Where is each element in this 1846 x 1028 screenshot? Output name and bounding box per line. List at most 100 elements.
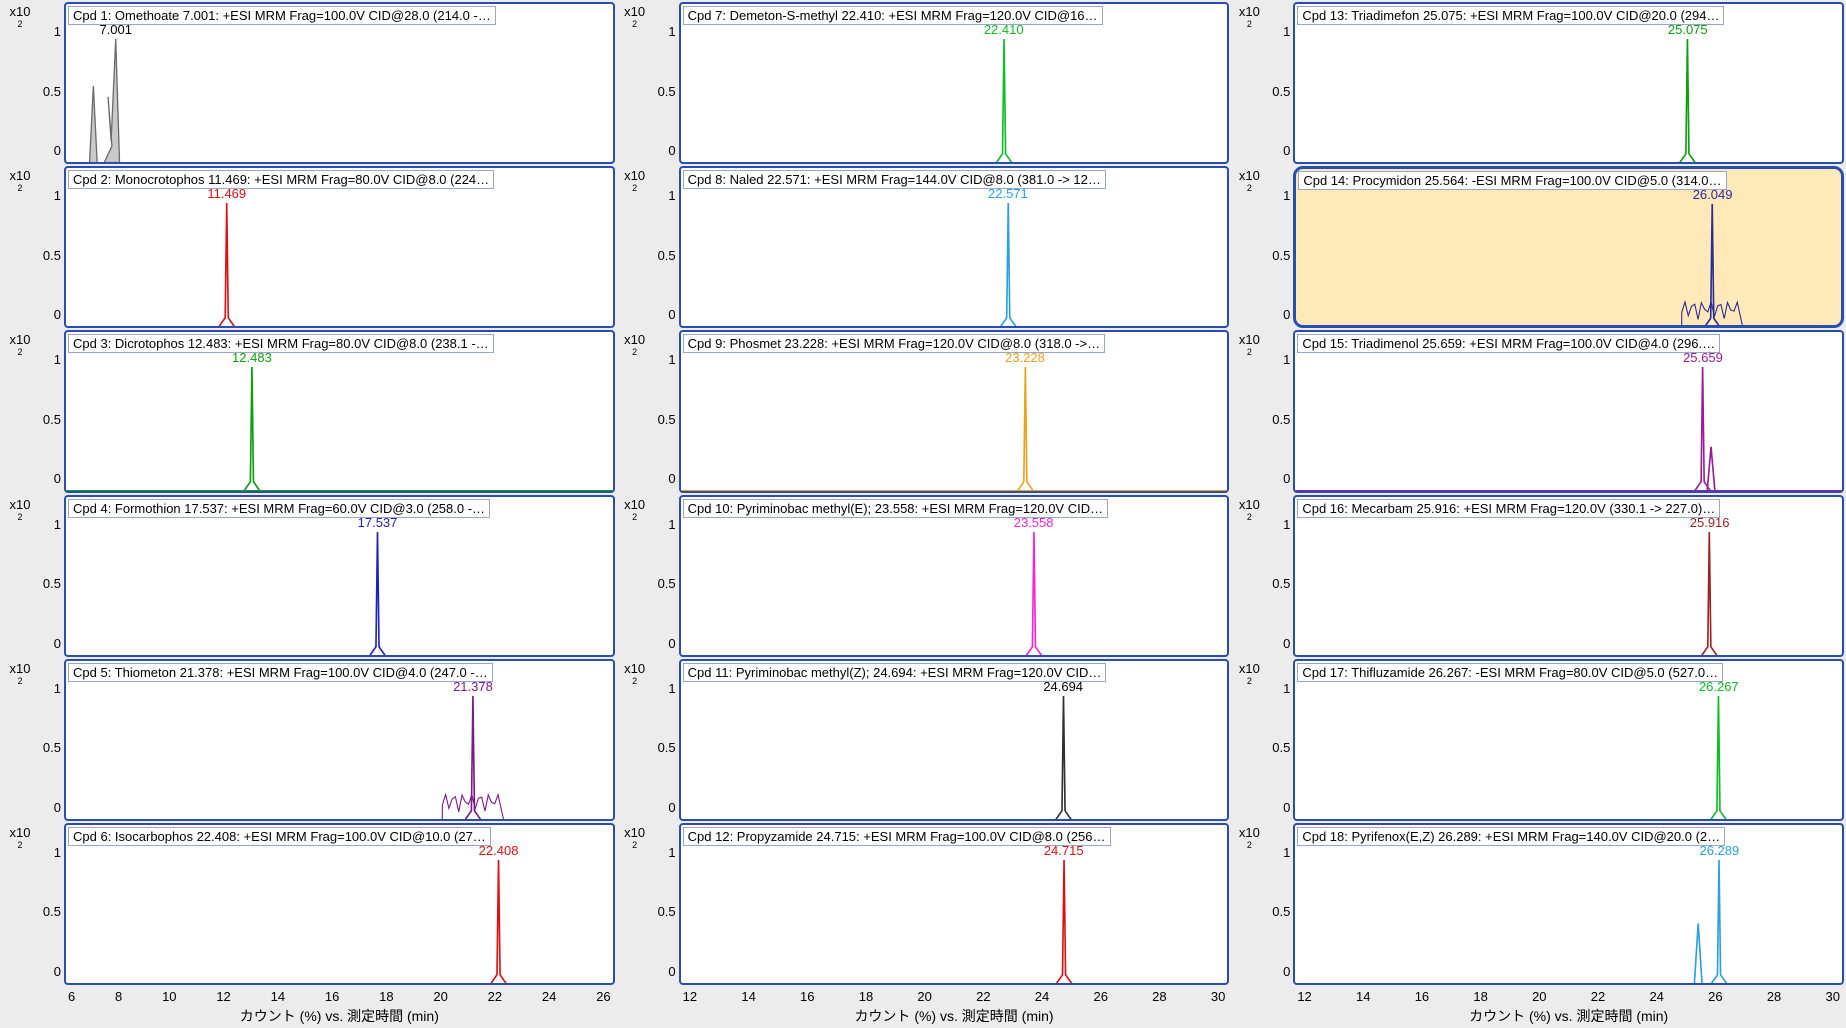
x-tick-label: 28 — [1767, 989, 1781, 1004]
y-unit-text: x10 — [10, 661, 31, 676]
y-tick-label: 0 — [668, 800, 675, 815]
y-tick-label: 1 — [668, 845, 675, 860]
y-tick-label: 1 — [668, 24, 675, 39]
y-tick-label: 0.5 — [43, 904, 61, 919]
chromatogram-panel-cpd-5[interactable]: Cpd 5: Thiometon 21.378: +ESI MRM Frag=1… — [64, 659, 615, 821]
x-axis-label: カウント (%) vs. 測定時間 (min) — [854, 1006, 1053, 1026]
y-tick-label: 1 — [54, 352, 61, 367]
y-unit-label: x102 — [2, 2, 38, 164]
chromatogram-cell-cpd-13[interactable]: x10210.50Cpd 13: Triadimefon 25.075: +ES… — [1231, 2, 1844, 164]
chromatogram-cell-cpd-16[interactable]: x10210.50Cpd 16: Mecarbam 25.916: +ESI M… — [1231, 495, 1844, 657]
chromatogram-cell-cpd-5[interactable]: x10210.50Cpd 5: Thiometon 21.378: +ESI M… — [2, 659, 615, 821]
y-unit-label: x102 — [617, 2, 653, 164]
y-unit-exp: 2 — [17, 19, 22, 29]
y-ticks: 10.50 — [38, 2, 64, 164]
x-tick-label: 26 — [596, 989, 610, 1004]
chromatogram-cell-cpd-1[interactable]: x10210.50Cpd 1: Omethoate 7.001: +ESI MR… — [2, 2, 615, 164]
y-tick-label: 0 — [1283, 471, 1290, 486]
chromatogram-cell-cpd-14[interactable]: x10210.50Cpd 14: Procymidon 25.564: -ESI… — [1231, 166, 1844, 328]
chromatogram-panel-cpd-12[interactable]: Cpd 12: Propyzamide 24.715: +ESI MRM Fra… — [679, 823, 1230, 985]
y-unit-text: x10 — [10, 825, 31, 840]
chromatogram-cell-cpd-17[interactable]: x10210.50Cpd 17: Thifluzamide 26.267: -E… — [1231, 659, 1844, 821]
y-tick-label: 0 — [1283, 636, 1290, 651]
y-tick-label: 0.5 — [43, 84, 61, 99]
y-unit-text: x10 — [624, 661, 645, 676]
chromatogram-cell-cpd-8[interactable]: x10210.50Cpd 8: Naled 22.571: +ESI MRM F… — [617, 166, 1230, 328]
x-tick-label: 24 — [1035, 989, 1049, 1004]
y-tick-label: 0 — [1283, 307, 1290, 322]
y-tick-label: 0.5 — [1272, 248, 1290, 263]
chromatogram-panel-cpd-4[interactable]: Cpd 4: Formothion 17.537: +ESI MRM Frag=… — [64, 495, 615, 657]
x-tick-label: 14 — [271, 989, 285, 1004]
y-tick-label: 1 — [668, 681, 675, 696]
plot-svg — [66, 4, 613, 164]
y-tick-label: 1 — [668, 517, 675, 532]
x-tick-label: 12 — [1297, 989, 1311, 1004]
y-unit-exp: 2 — [632, 19, 637, 29]
x-ticks: 68101214161820222426 — [64, 987, 615, 1004]
chromatogram-panel-cpd-16[interactable]: Cpd 16: Mecarbam 25.916: +ESI MRM Frag=1… — [1293, 495, 1844, 657]
x-tick-label: 18 — [1473, 989, 1487, 1004]
chromatogram-cell-cpd-11[interactable]: x10210.50Cpd 11: Pyriminobac methyl(Z); … — [617, 659, 1230, 821]
chromatogram-cell-cpd-2[interactable]: x10210.50Cpd 2: Monocrotophos 11.469: +E… — [2, 166, 615, 328]
chromatogram-panel-cpd-10[interactable]: Cpd 10: Pyriminobac methyl(E); 23.558: +… — [679, 495, 1230, 657]
y-unit-exp: 2 — [1247, 19, 1252, 29]
x-tick-label: 12 — [216, 989, 230, 1004]
chromatogram-panel-cpd-7[interactable]: Cpd 7: Demeton-S-methyl 22.410: +ESI MRM… — [679, 2, 1230, 164]
chromatogram-panel-cpd-3[interactable]: Cpd 3: Dicrotophos 12.483: +ESI MRM Frag… — [64, 330, 615, 492]
chromatogram-cell-cpd-6[interactable]: x10210.50Cpd 6: Isocarbophos 22.408: +ES… — [2, 823, 615, 985]
x-tick-label: 20 — [433, 989, 447, 1004]
y-unit-label: x102 — [1231, 823, 1267, 985]
chromatogram-panel-cpd-9[interactable]: Cpd 9: Phosmet 23.228: +ESI MRM Frag=120… — [679, 330, 1230, 492]
y-tick-label: 0 — [54, 636, 61, 651]
y-ticks: 10.50 — [1267, 495, 1293, 657]
x-tick-label: 10 — [162, 989, 176, 1004]
y-tick-label: 1 — [54, 681, 61, 696]
panel-title: Cpd 7: Demeton-S-methyl 22.410: +ESI MRM… — [683, 6, 1103, 25]
panel-title: Cpd 4: Formothion 17.537: +ESI MRM Frag=… — [68, 499, 490, 518]
x-tick-label: 22 — [1591, 989, 1605, 1004]
chromatogram-cell-cpd-9[interactable]: x10210.50Cpd 9: Phosmet 23.228: +ESI MRM… — [617, 330, 1230, 492]
chromatogram-cell-cpd-3[interactable]: x10210.50Cpd 3: Dicrotophos 12.483: +ESI… — [2, 330, 615, 492]
x-tick-label: 14 — [741, 989, 755, 1004]
chromatogram-cell-cpd-10[interactable]: x10210.50Cpd 10: Pyriminobac methyl(E); … — [617, 495, 1230, 657]
chromatogram-panel-cpd-17[interactable]: Cpd 17: Thifluzamide 26.267: -ESI MRM Fr… — [1293, 659, 1844, 821]
y-tick-label: 0 — [668, 636, 675, 651]
x-ticks: 12141618202224262830 — [1293, 987, 1844, 1004]
y-unit-text: x10 — [624, 4, 645, 19]
chromatogram-panel-cpd-1[interactable]: Cpd 1: Omethoate 7.001: +ESI MRM Frag=10… — [64, 2, 615, 164]
y-ticks: 10.50 — [1267, 166, 1293, 328]
chromatogram-panel-cpd-8[interactable]: Cpd 8: Naled 22.571: +ESI MRM Frag=144.0… — [679, 166, 1230, 328]
y-ticks: 10.50 — [653, 659, 679, 821]
chromatogram-panel-cpd-18[interactable]: Cpd 18: Pyrifenox(E,Z) 26.289: +ESI MRM … — [1293, 823, 1844, 985]
y-unit-label: x102 — [1231, 659, 1267, 821]
y-ticks: 10.50 — [38, 166, 64, 328]
chromatogram-cell-cpd-7[interactable]: x10210.50Cpd 7: Demeton-S-methyl 22.410:… — [617, 2, 1230, 164]
y-ticks: 10.50 — [1267, 659, 1293, 821]
chromatogram-panel-cpd-6[interactable]: Cpd 6: Isocarbophos 22.408: +ESI MRM Fra… — [64, 823, 615, 985]
chromatogram-panel-cpd-14[interactable]: Cpd 14: Procymidon 25.564: -ESI MRM Frag… — [1293, 166, 1844, 328]
y-tick-label: 0 — [1283, 800, 1290, 815]
chromatogram-panel-cpd-13[interactable]: Cpd 13: Triadimefon 25.075: +ESI MRM Fra… — [1293, 2, 1844, 164]
chromatogram-panel-cpd-15[interactable]: Cpd 15: Triadimenol 25.659: +ESI MRM Fra… — [1293, 330, 1844, 492]
chromatogram-cell-cpd-12[interactable]: x10210.50Cpd 12: Propyzamide 24.715: +ES… — [617, 823, 1230, 985]
chromatogram-cell-cpd-4[interactable]: x10210.50Cpd 4: Formothion 17.537: +ESI … — [2, 495, 615, 657]
chromatogram-cell-cpd-15[interactable]: x10210.50Cpd 15: Triadimenol 25.659: +ES… — [1231, 330, 1844, 492]
y-tick-label: 1 — [668, 188, 675, 203]
y-tick-label: 0 — [668, 307, 675, 322]
y-tick-label: 0 — [668, 471, 675, 486]
y-unit-exp: 2 — [1247, 676, 1252, 686]
y-tick-label: 0 — [54, 471, 61, 486]
x-tick-label: 20 — [917, 989, 931, 1004]
panel-title: Cpd 3: Dicrotophos 12.483: +ESI MRM Frag… — [68, 334, 494, 353]
chromatogram-cell-cpd-18[interactable]: x10210.50Cpd 18: Pyrifenox(E,Z) 26.289: … — [1231, 823, 1844, 985]
y-unit-exp: 2 — [1247, 512, 1252, 522]
y-ticks: 10.50 — [1267, 330, 1293, 492]
chromatogram-panel-cpd-11[interactable]: Cpd 11: Pyriminobac methyl(Z); 24.694: +… — [679, 659, 1230, 821]
chromatogram-panel-cpd-2[interactable]: Cpd 2: Monocrotophos 11.469: +ESI MRM Fr… — [64, 166, 615, 328]
y-unit-text: x10 — [10, 4, 31, 19]
x-axis-label: カウント (%) vs. 測定時間 (min) — [240, 1006, 439, 1026]
x-tick-label: 30 — [1826, 989, 1840, 1004]
panel-title: Cpd 1: Omethoate 7.001: +ESI MRM Frag=10… — [68, 6, 496, 25]
x-tick-label: 8 — [115, 989, 122, 1004]
